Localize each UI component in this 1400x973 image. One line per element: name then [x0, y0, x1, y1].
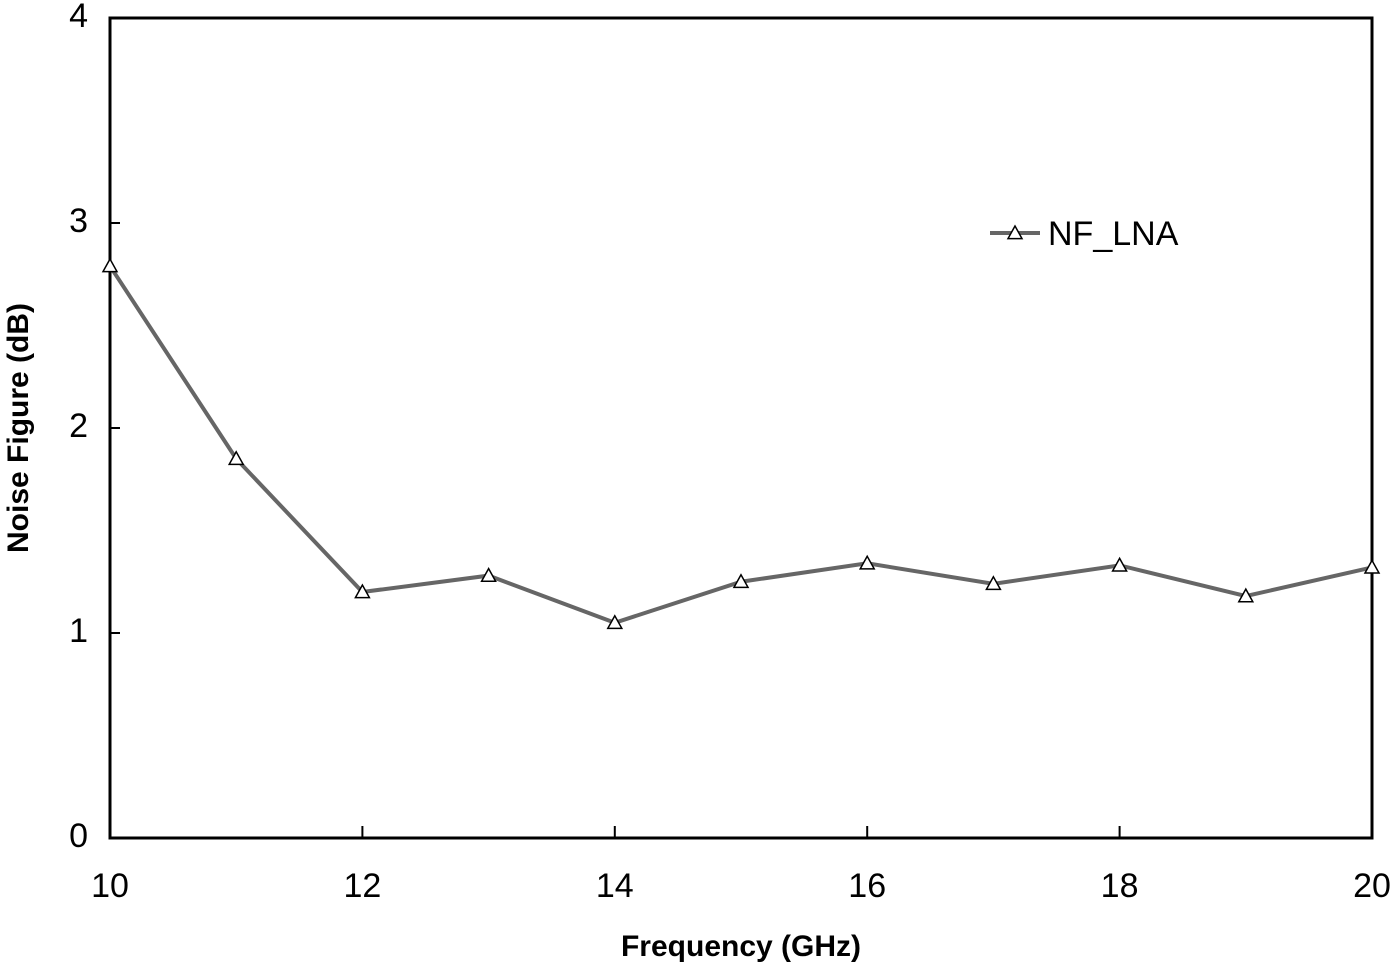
- marker: [858, 554, 876, 570]
- y-tick-label: 1: [69, 612, 88, 650]
- y-axis-title: Noise Figure (dB): [2, 303, 35, 553]
- marker: [227, 450, 245, 466]
- marker: [1237, 587, 1255, 603]
- marker: [354, 583, 371, 599]
- marker: [480, 567, 497, 582]
- plot-frame: [108, 16, 1374, 840]
- y-tick-label: 4: [69, 0, 88, 35]
- x-tick-label: 14: [596, 867, 634, 905]
- x-axis-title: Frequency (GHz): [621, 930, 861, 963]
- y-tick-label: 2: [69, 407, 88, 445]
- x-tick-label: 10: [91, 867, 129, 905]
- legend-marker: [1006, 224, 1024, 240]
- marker: [101, 257, 119, 273]
- x-tick-label: 18: [1101, 867, 1139, 905]
- x-tick-label: 20: [1353, 867, 1391, 905]
- marker: [1111, 556, 1128, 572]
- y-tick-label: 3: [69, 202, 88, 240]
- marker: [985, 575, 1002, 591]
- y-tick-label: 0: [69, 817, 88, 855]
- x-tick-label: 12: [343, 867, 381, 905]
- marker: [1363, 558, 1381, 574]
- series-line: [108, 264, 1373, 625]
- marker: [606, 614, 624, 630]
- x-tick-label: 16: [848, 867, 886, 905]
- legend-label: NF_LNA: [1048, 215, 1179, 253]
- marker: [732, 573, 750, 589]
